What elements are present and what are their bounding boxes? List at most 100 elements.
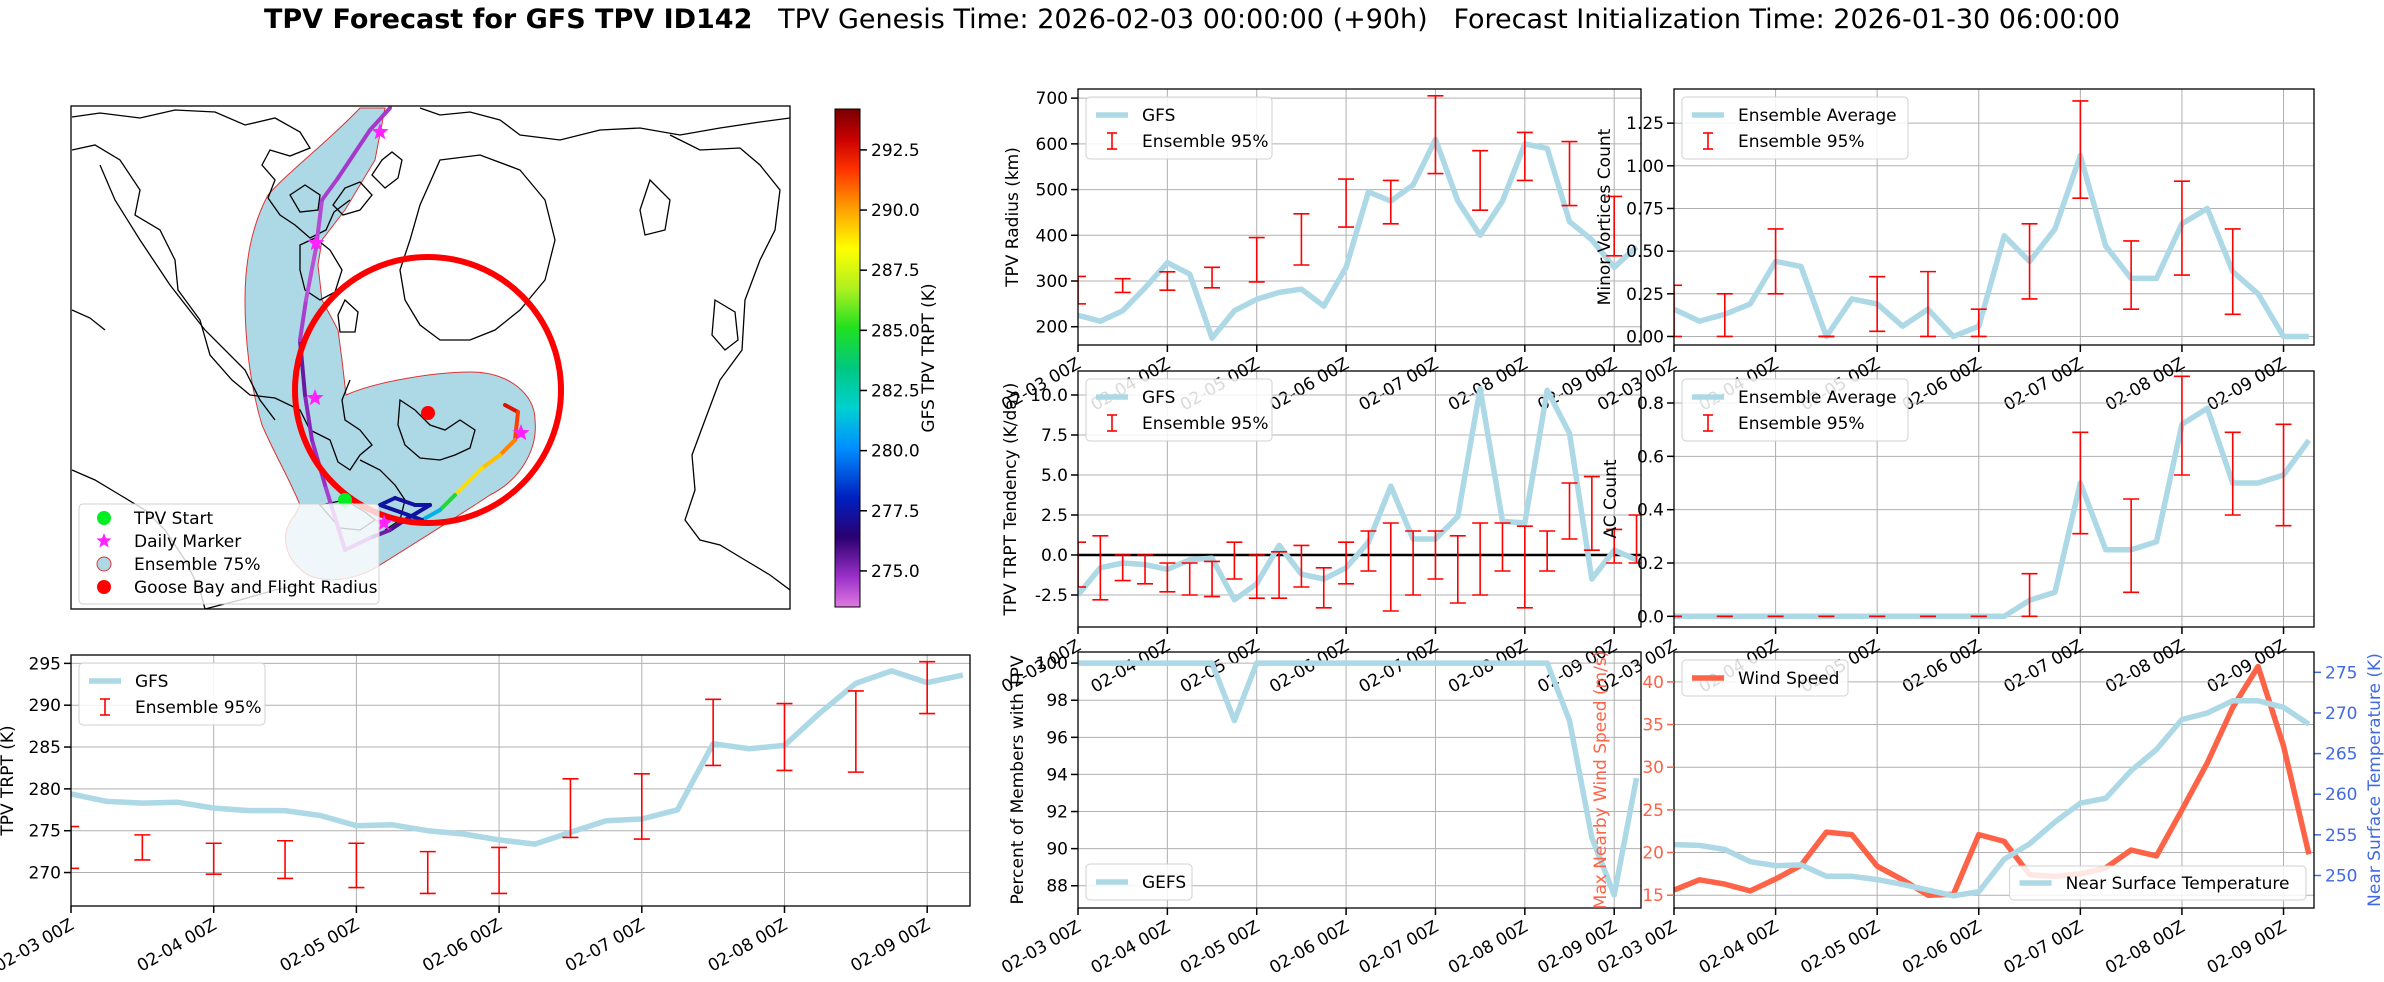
daily-marker-star	[306, 389, 324, 406]
tendency-ytick-label: -2.5	[1035, 586, 1068, 606]
trpt-errorbar	[277, 839, 294, 880]
wind-series-line	[1674, 663, 2312, 898]
tendency-ylabel: TPV TRPT Tendency (K/day)	[1001, 383, 1021, 617]
minor-errorbar	[1767, 228, 1784, 295]
colorbar-tick-label: 285.0	[871, 321, 920, 341]
coastline	[337, 298, 359, 333]
tendency-xtick-label: 02-04 00Z	[1088, 636, 1174, 697]
radius-errorbar	[1472, 149, 1489, 211]
track-segment	[453, 466, 484, 497]
minor-ytick-label: 1.00	[1626, 157, 1664, 177]
trpt-xtick-label: 02-08 00Z	[705, 915, 791, 976]
trpt-ytick-label: 275	[29, 822, 61, 842]
track-segment	[378, 503, 402, 514]
radius-errorbar	[1293, 213, 1310, 266]
radius-ytick-label: 200	[1036, 318, 1068, 338]
trpt-errorbar	[776, 702, 793, 772]
trpt-errorbar	[705, 698, 722, 767]
goose-bay-marker	[421, 406, 435, 420]
legend-box	[78, 662, 266, 726]
temperature-series-line	[1674, 698, 2311, 899]
radius-errorbar	[1561, 140, 1578, 207]
tendency-legend: GFS Ensemble 95%	[1085, 378, 1273, 442]
coastline	[397, 398, 476, 461]
figure-title: TPV Forecast for GFS TPV ID142 TPV Genes…	[0, 4, 2384, 35]
tendency-ytick-label: 7.5	[1041, 426, 1068, 446]
colorbar-tick-label: 292.5	[871, 141, 920, 161]
trpt-ytick-label: 270	[29, 864, 61, 884]
trpt-ytick-label: 295	[29, 654, 61, 674]
daily-marker-star	[307, 234, 325, 251]
percent-ytick-label: 88	[1046, 877, 1068, 897]
percent-plot-area	[1078, 660, 1640, 898]
legend-label: Ensemble 95%	[135, 698, 262, 718]
trpt-legend: GFS Ensemble 95%	[78, 662, 266, 726]
minor-errorbar	[1716, 292, 1733, 338]
wind-ytick-label: 25	[1642, 801, 1664, 821]
trpt-xtick-label: 02-03 00Z	[0, 915, 78, 976]
trpt-ylabel: TPV TRPT (K)	[0, 725, 18, 836]
wind-ytick-label: 20	[1642, 844, 1664, 864]
percent-ytick-label: 92	[1046, 803, 1068, 823]
wind-legend: Wind Speed	[1681, 659, 1849, 697]
trpt-errorbar	[847, 690, 864, 773]
wind-xtick-label: 02-07 00Z	[2001, 917, 2087, 978]
radius-plot-area	[1078, 95, 1639, 341]
radius-ytick-label: 600	[1036, 135, 1068, 155]
percent-ytick-label: 98	[1046, 691, 1068, 711]
right-ytick-label: 260	[2325, 785, 2357, 805]
minor-ytick-label: 1.25	[1626, 114, 1664, 134]
tendency-errorbar	[1226, 541, 1243, 580]
legend-label: Ensemble Average	[1738, 106, 1897, 126]
legend-label: GFS	[1142, 106, 1175, 126]
radius-xtick-label: 02-06 00Z	[1266, 354, 1352, 415]
percent-ylabel: Percent of Members with TPV	[1008, 655, 1028, 904]
tendency-ytick-label: 0.0	[1041, 546, 1068, 566]
legend-label: Ensemble Average	[1738, 388, 1897, 408]
radius-xtick-label: 02-07 00Z	[1356, 354, 1442, 415]
legend-label: Near Surface Temperature	[2066, 874, 2290, 894]
map-panel: TPV Start Daily Marker Ensemble 75% Goose B…	[70, 105, 939, 610]
tendency-errorbar	[1583, 475, 1600, 552]
daily-marker-star	[371, 123, 389, 140]
legend-box	[1085, 96, 1273, 160]
tendency-errorbar	[1516, 525, 1533, 609]
ac-ytick-label: 0.4	[1637, 501, 1664, 521]
ac-errorbar	[2173, 375, 2190, 476]
tendency-errorbar	[1181, 562, 1198, 596]
tendency-xtick-label: 02-06 00Z	[1266, 636, 1352, 697]
trpt-ytick-label: 280	[29, 780, 61, 800]
track-segment	[336, 128, 372, 180]
tendency-errorbar	[1494, 522, 1511, 572]
minor-errorbar	[2021, 223, 2038, 300]
daily-marker-star	[375, 514, 393, 531]
coastline	[669, 134, 790, 591]
trpt-errorbar	[633, 773, 650, 840]
minor-xtick-label: 02-09 00Z	[2204, 354, 2290, 415]
minor-errorbar	[1970, 308, 1987, 338]
colorbar-tick-label: 287.5	[871, 261, 920, 281]
ac-ytick-label: 0.8	[1637, 394, 1664, 414]
colorbar-tick-label: 280.0	[871, 442, 920, 462]
tendency-plot-area	[1078, 385, 1641, 612]
tendency-errorbar	[1078, 541, 1086, 588]
wind-ytick-label: 40	[1642, 673, 1664, 693]
track-segment	[393, 496, 417, 507]
coastline	[711, 298, 739, 351]
minor-errorbar	[2072, 100, 2089, 200]
ac-xtick-label: 02-06 00Z	[1899, 636, 1985, 697]
track-segment	[498, 438, 517, 457]
radius-errorbar	[1606, 195, 1623, 257]
track-segment	[438, 493, 457, 512]
legend-box	[1681, 96, 1909, 160]
tendency-errorbar	[1092, 534, 1109, 601]
ac-errorbar	[2072, 431, 2089, 535]
wind-frame	[1673, 651, 2315, 909]
legend-box	[1681, 378, 1909, 442]
ac-ytick-label: 0.2	[1637, 554, 1664, 574]
wind-plot-area	[1674, 663, 2312, 899]
legend-label: GFS	[1142, 388, 1175, 408]
radius-errorbar	[1159, 271, 1176, 291]
trpt-frame	[70, 654, 971, 907]
